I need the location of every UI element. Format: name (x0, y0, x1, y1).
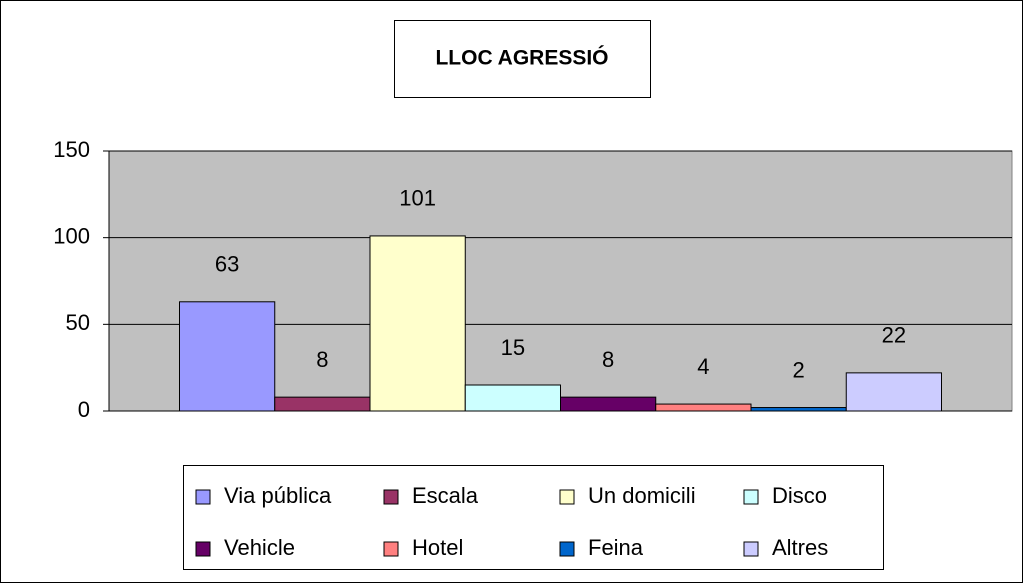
bar (179, 301, 276, 412)
data-label: 8 (316, 347, 328, 372)
legend-label: Escala (412, 483, 479, 508)
legend-label: Un domicili (588, 483, 696, 508)
legend-label: Altres (772, 535, 828, 560)
bar (655, 403, 752, 412)
legend-label: Vehicle (224, 535, 295, 560)
data-label: 63 (215, 252, 239, 277)
data-label: 15 (501, 335, 525, 360)
legend-label: Via pública (224, 483, 332, 508)
legend-swatch (383, 541, 399, 557)
legend-swatch (195, 489, 211, 505)
data-label: 8 (602, 347, 614, 372)
legend-swatch (195, 541, 211, 557)
legend-label: Disco (772, 483, 827, 508)
y-tick-label: 0 (78, 397, 90, 422)
data-label: 22 (882, 323, 906, 348)
data-label: 101 (399, 186, 436, 211)
bar (845, 372, 942, 412)
title-box (394, 20, 651, 98)
legend-label: Feina (588, 535, 644, 560)
legend-box (183, 465, 884, 570)
legend-swatch (383, 489, 399, 505)
y-tick-label: 100 (53, 223, 90, 248)
legend-label: Hotel (412, 535, 463, 560)
legend-swatch (743, 541, 759, 557)
bar (464, 384, 561, 412)
legend-swatch (559, 541, 575, 557)
bar (560, 396, 657, 412)
legend-swatch (743, 489, 759, 505)
data-label: 4 (697, 354, 709, 379)
y-tick-label: 50 (66, 310, 90, 335)
chart-title: LLOC AGRESSIÓ (435, 46, 608, 70)
bar (369, 235, 466, 412)
bar (274, 396, 371, 412)
bar (750, 407, 847, 412)
legend-swatch (559, 489, 575, 505)
y-tick-label: 150 (53, 137, 90, 162)
data-label: 2 (793, 357, 805, 382)
